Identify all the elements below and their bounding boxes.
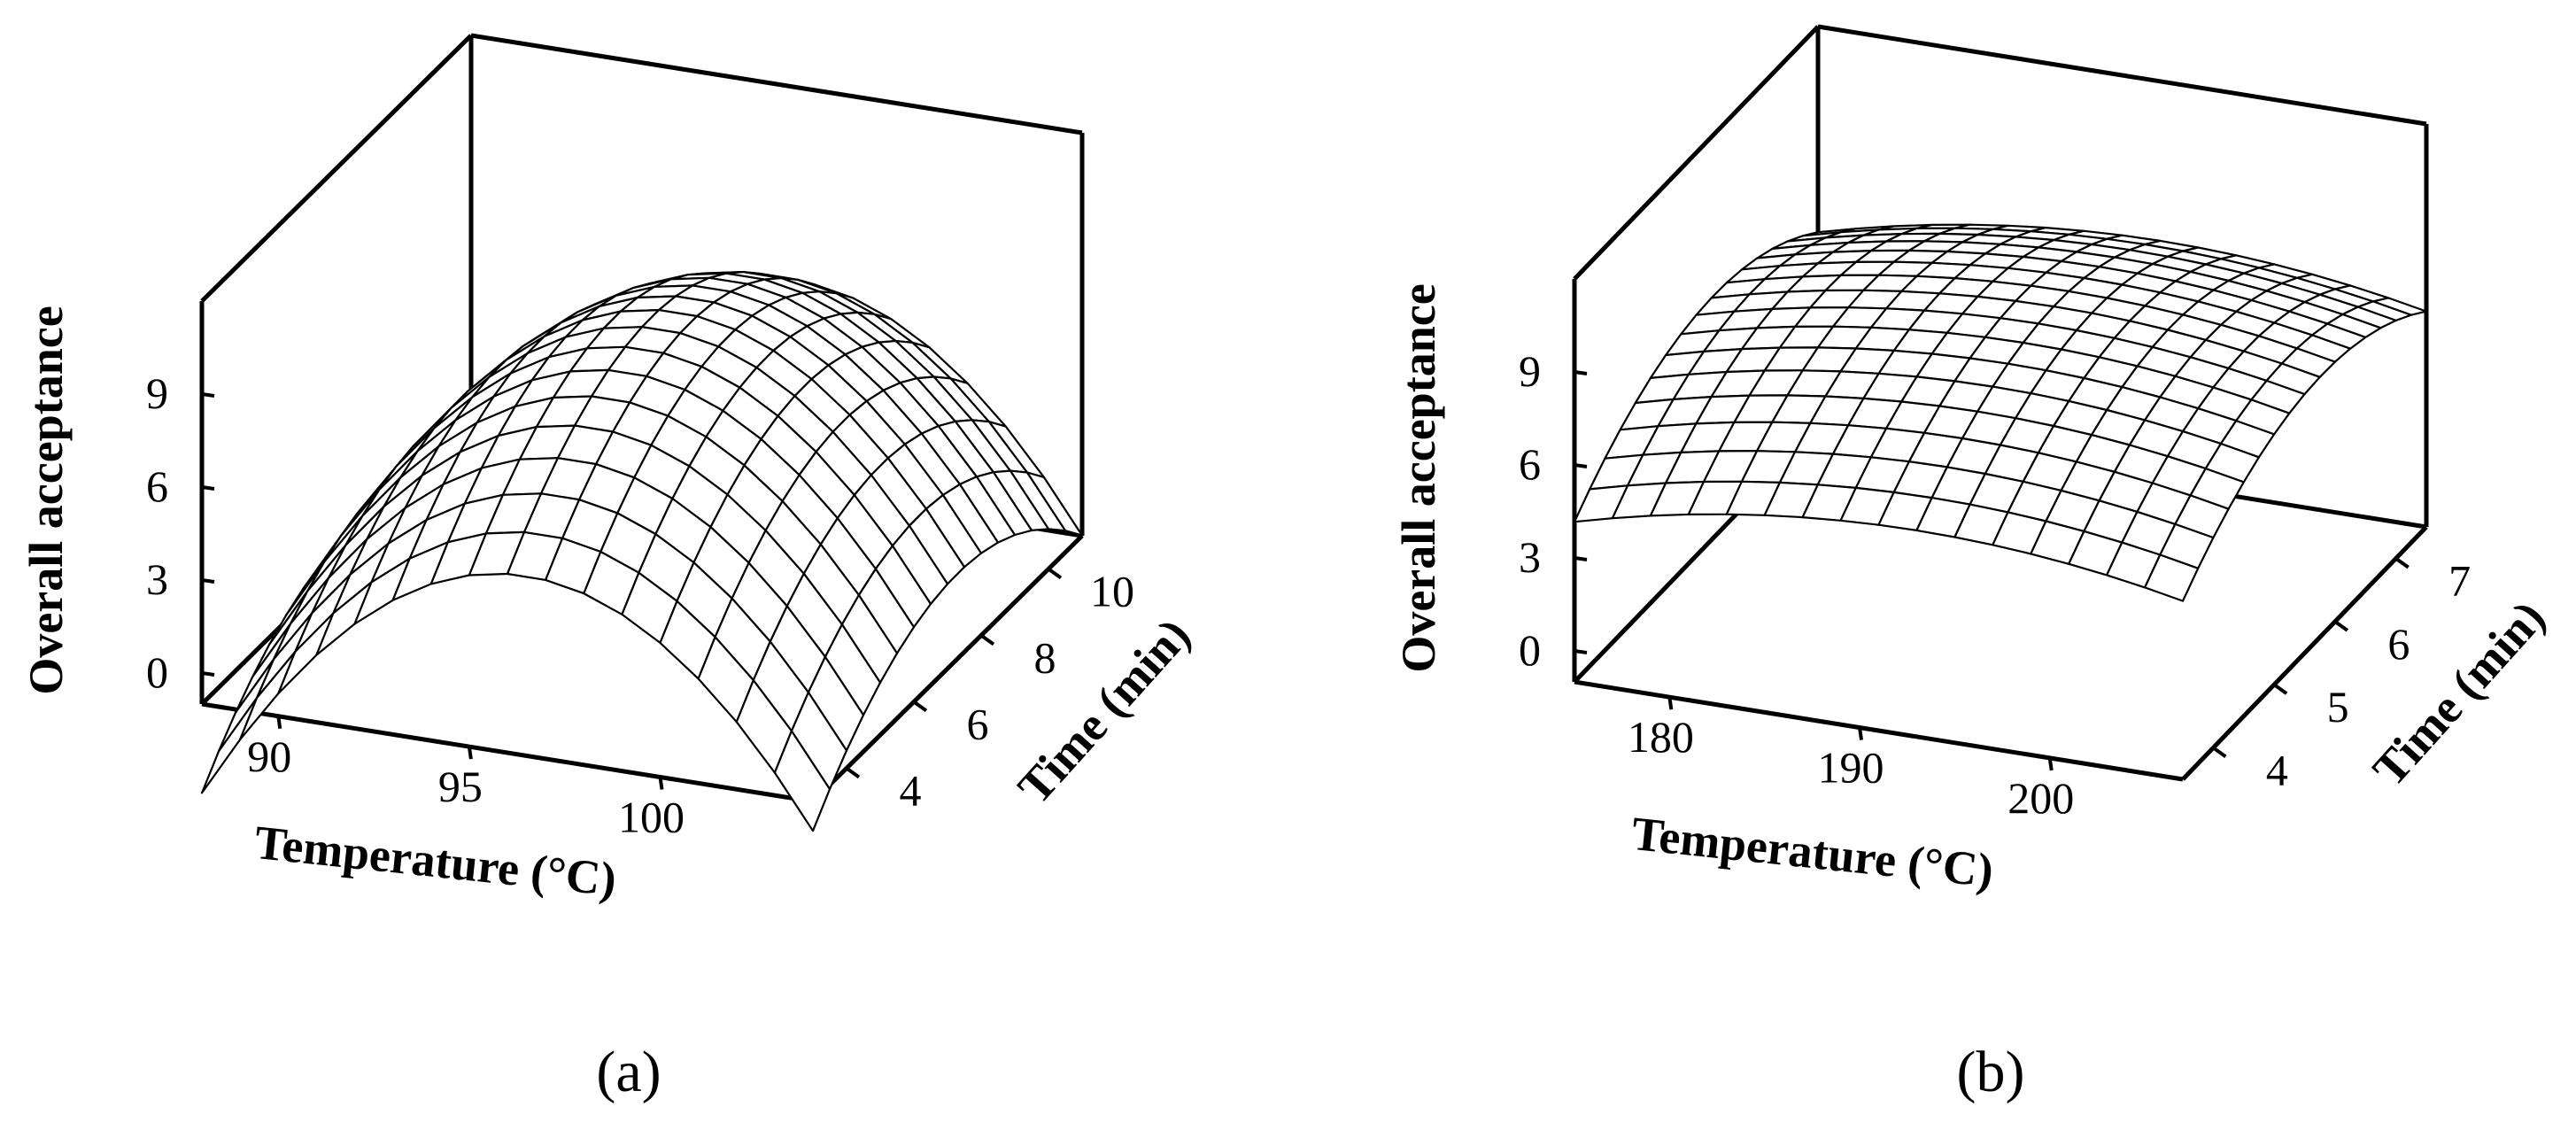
panel-b-z-tick-label: 0	[1519, 625, 1541, 675]
panel-a-surface	[200, 271, 1084, 832]
panel-a-x-tick-mark	[276, 716, 282, 730]
panel-a-y-tick-mark	[1047, 567, 1063, 580]
panel-a-z-tick-label: 0	[146, 647, 168, 697]
panel-b-x-tick-mark	[1667, 696, 1674, 710]
panel-a-top-left-edge	[200, 34, 473, 303]
panel-a-y-tick-label: 8	[1034, 633, 1056, 683]
panel-b-z-tick-mark	[1574, 649, 1588, 654]
panel-a-label: (a)	[596, 1040, 661, 1104]
panel-a-x-tick-label: 95	[438, 762, 483, 811]
panel-a-z-tick-label: 3	[146, 554, 168, 604]
panel-a-surface-patch	[773, 730, 832, 832]
panel-b-z-tick-label: 6	[1519, 439, 1541, 489]
panel-a-y-tick-label: 4	[900, 766, 922, 816]
panel-b-x-axis-title: Temperature (°C)	[1629, 807, 1996, 898]
panel-b-y-tick-label: 7	[2448, 556, 2471, 606]
panel-b-x-tick-label: 180	[1628, 712, 1694, 762]
panel-a-z-tick-mark	[201, 671, 215, 677]
panel-b-x-axis-line	[1574, 679, 2184, 782]
panel-a-z-axis-title: Overall acceptance	[19, 306, 73, 694]
panel-a-y-tick-label: 6	[967, 700, 989, 749]
panel-a-y-tick-mark	[979, 633, 995, 646]
panel-b-x-tick-label: 200	[2007, 773, 2074, 823]
panel-b-y-tick-mark	[2272, 683, 2288, 695]
panel-b-x-tick-label: 190	[1818, 743, 1884, 793]
panel-b-y-axis-line	[2181, 525, 2428, 781]
panel-b-top-left-edge	[1573, 25, 1820, 281]
panel-a-x-tick-label: 100	[618, 793, 685, 842]
panel-b-z-tick-mark	[1574, 556, 1588, 561]
panel-a-x-axis-line	[201, 701, 814, 804]
panel-a-z-tick-mark	[201, 578, 215, 584]
panel-a-x-tick-mark	[658, 777, 664, 790]
panel-b-surface-patch	[2144, 553, 2200, 602]
panel-a-z-tick-mark	[201, 485, 215, 491]
panel-a-z-tick-label: 6	[146, 461, 168, 511]
panel-b-surface	[1573, 223, 2428, 602]
panel-a-y-axis-line	[811, 534, 1084, 803]
panel-b-z-tick-label: 9	[1519, 346, 1541, 396]
panel-b-z-tick-mark	[1574, 370, 1588, 375]
panel-a-x-axis-title: Temperature (°C)	[252, 816, 619, 907]
panel-b-z-tick-label: 3	[1519, 532, 1541, 582]
panel-a-y-tick-mark	[912, 700, 928, 713]
panel-b-y-tick-label: 5	[2327, 682, 2349, 731]
panel-a-z-tick-mark	[201, 392, 215, 398]
panel-b-y-tick-mark	[2333, 620, 2349, 632]
panel-b-y-tick-label: 4	[2266, 745, 2288, 794]
panel-a-y-tick-mark	[845, 766, 861, 779]
panel-b-top-right-edge	[1817, 24, 2427, 127]
panel-b-z-axis-title: Overall acceptance	[1392, 283, 1445, 672]
panel-a-x-tick-mark	[467, 746, 473, 760]
panel-b-z-tick-mark	[1574, 463, 1588, 468]
panel-b-y-tick-mark	[2394, 556, 2410, 569]
panel-b-label: (b)	[1957, 1040, 2025, 1104]
panel-a-y-tick-label: 10	[1090, 567, 1134, 616]
panel-b-x-tick-mark	[2047, 757, 2054, 771]
panel-b-y-tick-label: 6	[2387, 619, 2410, 669]
panel-b-x-tick-mark	[1858, 727, 1864, 740]
panel-a-top-right-edge	[470, 33, 1083, 135]
panel-a-x-tick-label: 90	[247, 731, 291, 781]
panel-b-y-tick-mark	[2212, 746, 2227, 759]
panel-a-z-tick-label: 9	[146, 368, 168, 418]
